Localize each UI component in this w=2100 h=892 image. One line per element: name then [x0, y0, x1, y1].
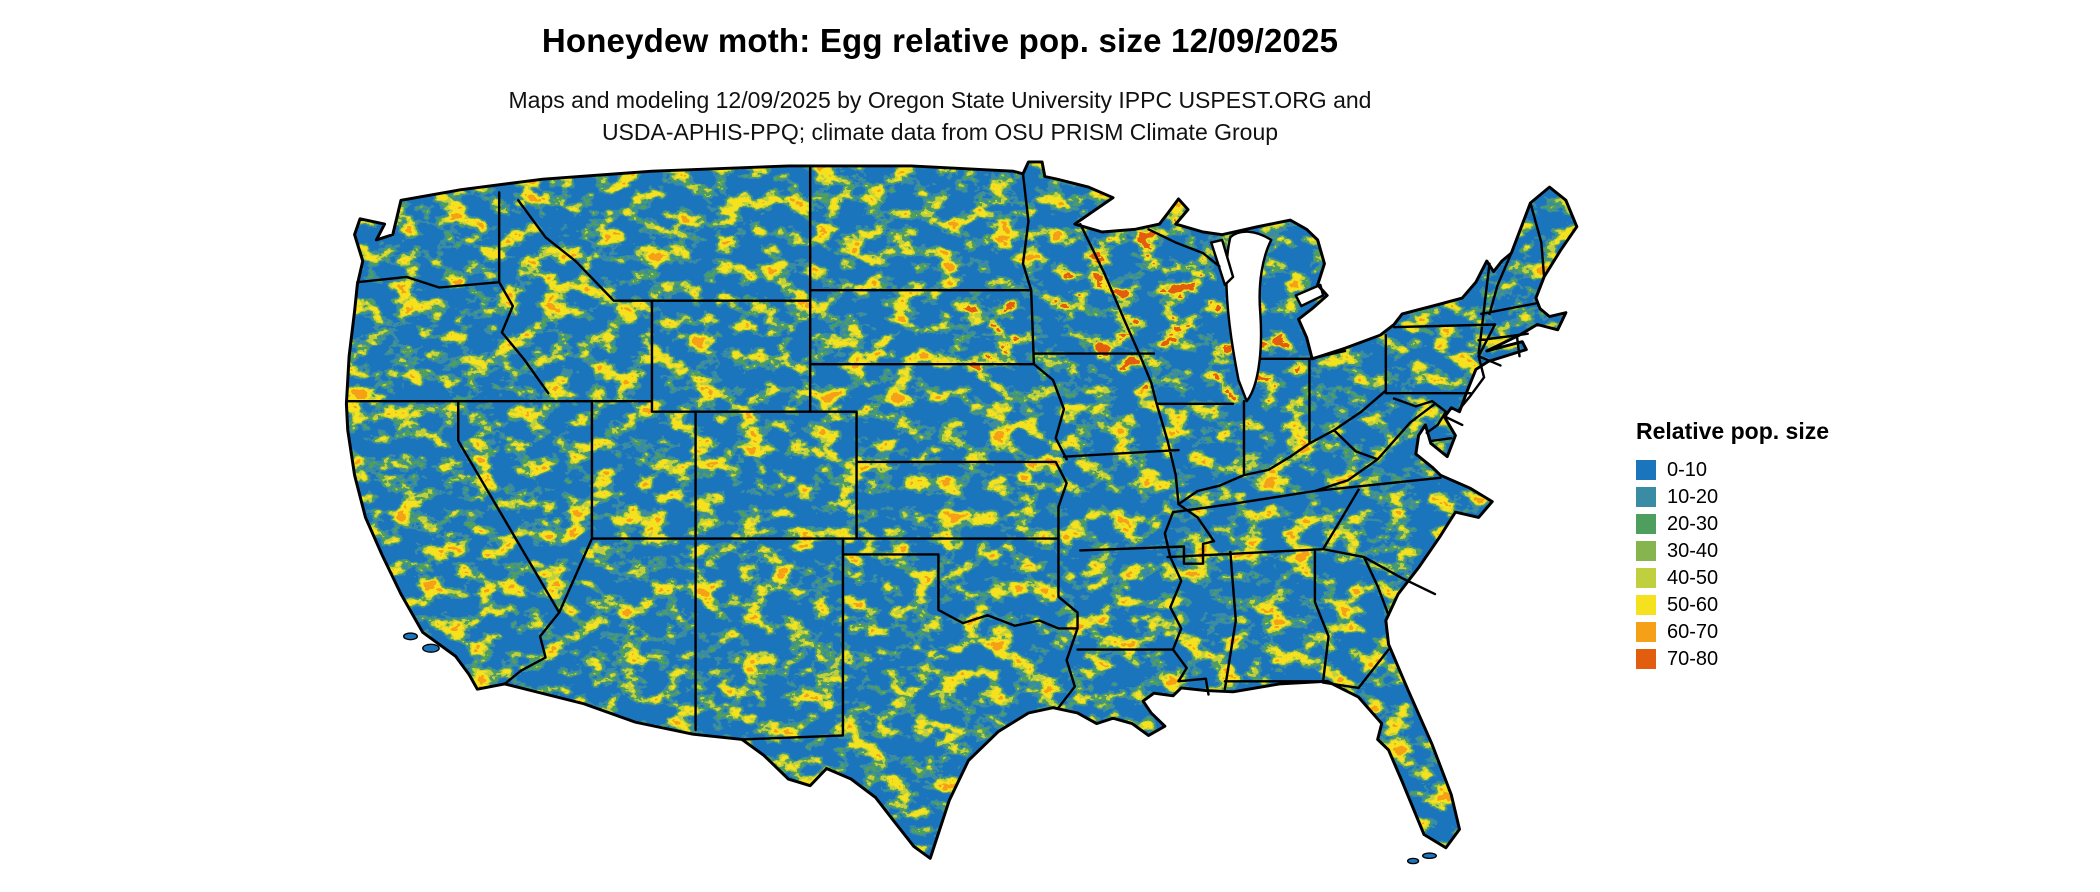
legend-items: 0-10 10-20 20-30 30-40 40-50 50-60 60-70 70-80 [1636, 460, 1916, 669]
florida-key [1406, 857, 1420, 865]
us-map-svg [344, 160, 1579, 865]
legend-label: 30-40 [1667, 540, 1719, 562]
legend-swatch [1636, 487, 1656, 507]
legend-swatch [1636, 649, 1656, 669]
legend-swatch [1636, 595, 1656, 615]
legend-item: 0-10 [1636, 460, 1916, 480]
great-lakes [1210, 230, 1325, 403]
florida-key [1421, 852, 1437, 860]
legend-label: 10-20 [1667, 486, 1719, 508]
page-title: Honeydew moth: Egg relative pop. size 12… [541, 22, 1339, 59]
map-subtitle: Maps and modeling 12/09/2025 by Oregon S… [0, 84, 1880, 148]
legend-item: 50-60 [1636, 595, 1916, 615]
state-borders [345, 164, 1546, 741]
legend-label: 40-50 [1667, 567, 1719, 589]
speckle-orange-layer [346, 161, 1577, 859]
legend-item: 60-70 [1636, 622, 1916, 642]
legend-swatch [1636, 541, 1656, 561]
legend-swatch [1636, 514, 1656, 534]
legend-swatch [1636, 622, 1656, 642]
legend-label: 70-80 [1667, 648, 1719, 670]
green-bay [1210, 238, 1235, 287]
legend-swatch [1636, 568, 1656, 588]
channel-island [422, 643, 440, 653]
legend-item: 10-20 [1636, 487, 1916, 507]
us-map [270, 158, 1600, 892]
legend-item: 70-80 [1636, 649, 1916, 669]
legend-item: 40-50 [1636, 568, 1916, 588]
legend-title: Relative pop. size [1636, 418, 1830, 444]
legend: Relative pop. size 0-10 10-20 20-30 30-40 40… [1636, 418, 1916, 676]
legend-label: 20-30 [1667, 513, 1719, 535]
legend-item: 20-30 [1636, 514, 1916, 534]
lake-michigan [1225, 230, 1273, 403]
legend-item: 30-40 [1636, 541, 1916, 561]
subtitle-line-2: USDA-APHIS-PPQ; climate data from OSU PR… [601, 119, 1279, 145]
coastal-islands [402, 632, 1437, 865]
legend-label: 0-10 [1667, 459, 1708, 481]
legend-label: 60-70 [1667, 621, 1719, 643]
legend-label: 50-60 [1667, 594, 1719, 616]
population-speckle-layers [346, 161, 1577, 859]
channel-island [402, 632, 419, 641]
legend-swatch [1636, 460, 1656, 480]
subtitle-line-1: Maps and modeling 12/09/2025 by Oregon S… [508, 87, 1372, 113]
